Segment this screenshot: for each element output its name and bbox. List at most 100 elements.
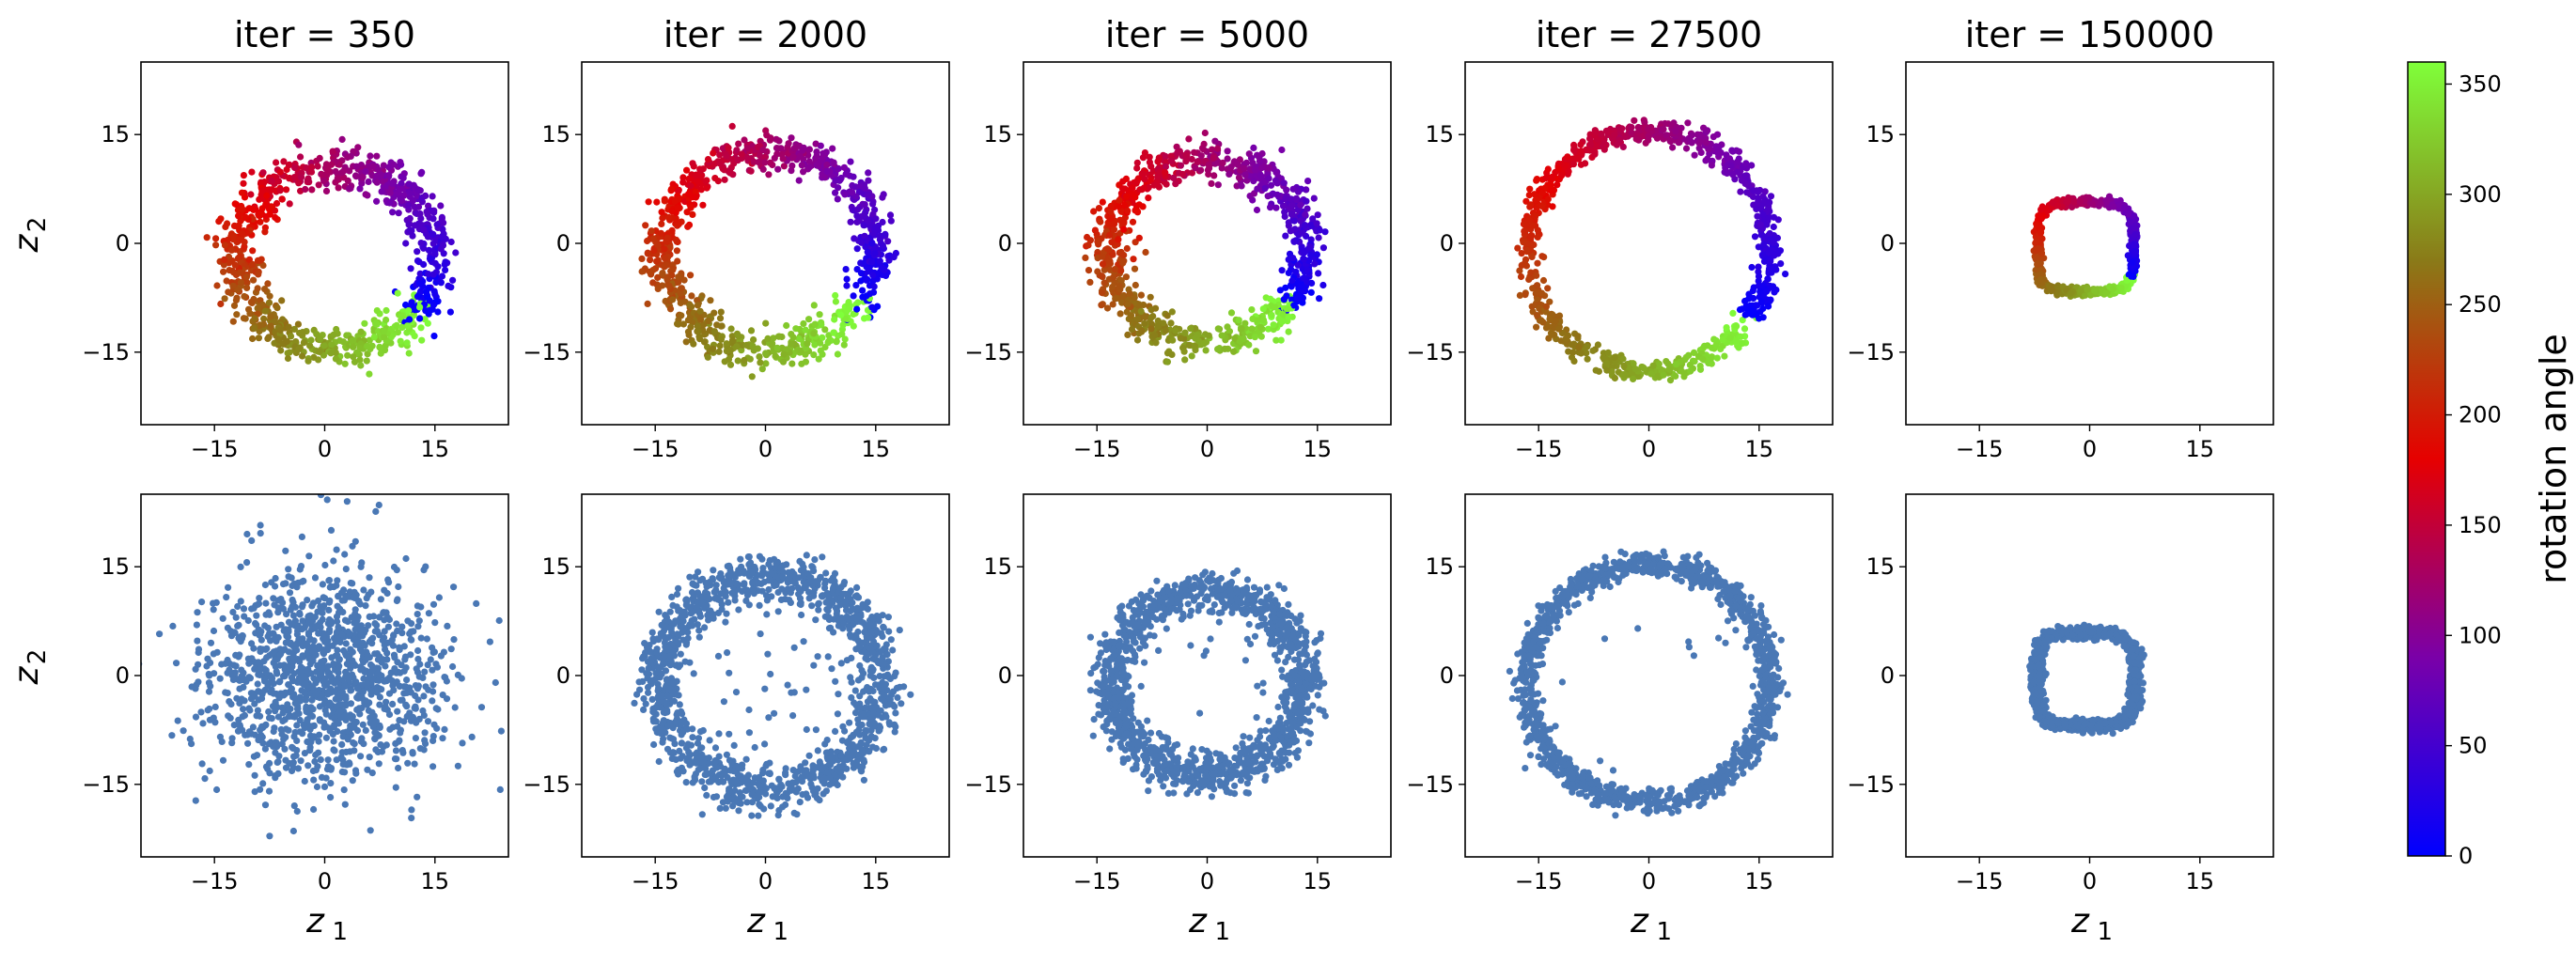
panel-title: iter = 350 (234, 14, 415, 55)
scatter-point (1162, 168, 1169, 177)
scatter-point (1272, 336, 1280, 344)
scatter-point (1678, 367, 1686, 375)
scatter-point (230, 302, 239, 309)
scatter-point (292, 338, 300, 346)
scatter-point (726, 169, 734, 177)
scatter-point (266, 292, 273, 300)
scatter-point (1555, 325, 1563, 333)
y-axis-label: z (8, 233, 46, 253)
scatter-point (1755, 243, 1762, 251)
scatter-point (824, 339, 832, 347)
scatter-point (1620, 362, 1628, 370)
scatter-point (1621, 371, 1629, 379)
scatter-point (1122, 175, 1130, 182)
scatter-point (393, 620, 400, 628)
scatter-point (857, 270, 866, 277)
scatter-point (264, 334, 272, 342)
scatter-point (674, 257, 681, 265)
scatter-point (314, 163, 321, 170)
scatter-point (338, 169, 346, 177)
scatter-point (1702, 139, 1710, 147)
scatter-point (420, 692, 428, 700)
scatter-point (307, 336, 315, 344)
scatter-point (1771, 252, 1778, 259)
scatter-point (377, 344, 384, 351)
scatter-point (1316, 226, 1323, 234)
scatter-point (414, 655, 422, 663)
scatter-point (404, 759, 412, 767)
scatter-point (495, 616, 503, 625)
scatter-point (257, 218, 264, 225)
scatter-point (1131, 294, 1138, 302)
scatter-point (1304, 266, 1311, 273)
scatter-point (1307, 288, 1315, 296)
scatter-point (366, 574, 373, 582)
scatter-point (237, 279, 244, 287)
scatter-point (764, 334, 772, 342)
scatter-point (402, 301, 410, 309)
scatter-point (1539, 276, 1548, 285)
scatter-point (433, 724, 441, 732)
scatter-point (334, 617, 341, 626)
scatter-point (1592, 366, 1600, 374)
scatter-point (1713, 143, 1721, 150)
scatter-point (788, 360, 796, 367)
scatter-point (821, 326, 829, 334)
x-tick-label: 0 (1200, 436, 1214, 462)
scatter-point (1187, 325, 1194, 333)
scatter-point (741, 136, 748, 144)
scatter-point (242, 273, 250, 281)
y-tick-label: 15 (541, 121, 570, 148)
scatter-point (330, 557, 337, 565)
scatter-point (1204, 166, 1211, 174)
scatter-point (717, 322, 725, 330)
scatter-point (220, 268, 227, 275)
scatter-point (734, 357, 742, 365)
scatter-point (1714, 149, 1722, 158)
scatter-point (1270, 321, 1277, 329)
scatter-point (1205, 332, 1212, 339)
scatter-point (416, 315, 424, 322)
scatter-point (1733, 158, 1741, 165)
scatter-point (360, 675, 367, 683)
scatter-point (2127, 227, 2134, 235)
scatter-point (1272, 168, 1280, 177)
scatter-point (372, 319, 380, 327)
scatter-point (685, 175, 694, 183)
scatter-point (276, 187, 284, 194)
scatter-point (192, 665, 199, 673)
scatter-point (1549, 203, 1556, 210)
scatter-point (769, 340, 776, 348)
scatter-point (308, 602, 316, 610)
scatter-point (1109, 251, 1116, 258)
scatter-point (1538, 253, 1546, 260)
scatter-point (2053, 202, 2061, 210)
scatter-point (738, 150, 745, 158)
scatter-point (255, 334, 262, 342)
scatter-point (815, 160, 822, 167)
scatter-point (762, 319, 770, 327)
scatter-point (1555, 312, 1564, 319)
scatter-point (1635, 124, 1643, 132)
scatter-point (1194, 331, 1201, 338)
scatter-point (816, 311, 823, 319)
scatter-point (240, 172, 247, 179)
scatter-point (1201, 129, 1209, 137)
scatter-point (1522, 197, 1530, 205)
scatter-point (430, 209, 438, 216)
x-tick-label: −15 (1515, 436, 1563, 462)
scatter-point (373, 179, 381, 186)
scatter-point (1529, 222, 1537, 229)
x-tick-label: 0 (318, 436, 332, 462)
scatter-point (1135, 234, 1143, 241)
scatter-point (1310, 194, 1318, 202)
scatter-point (1137, 307, 1145, 315)
scatter-point (2110, 203, 2117, 210)
scatter-point (334, 646, 341, 654)
scatter-point (255, 303, 262, 311)
scatter-point (1672, 372, 1679, 380)
scatter-point (429, 193, 436, 200)
scatter-point (433, 221, 441, 228)
scatter-point (431, 619, 439, 627)
